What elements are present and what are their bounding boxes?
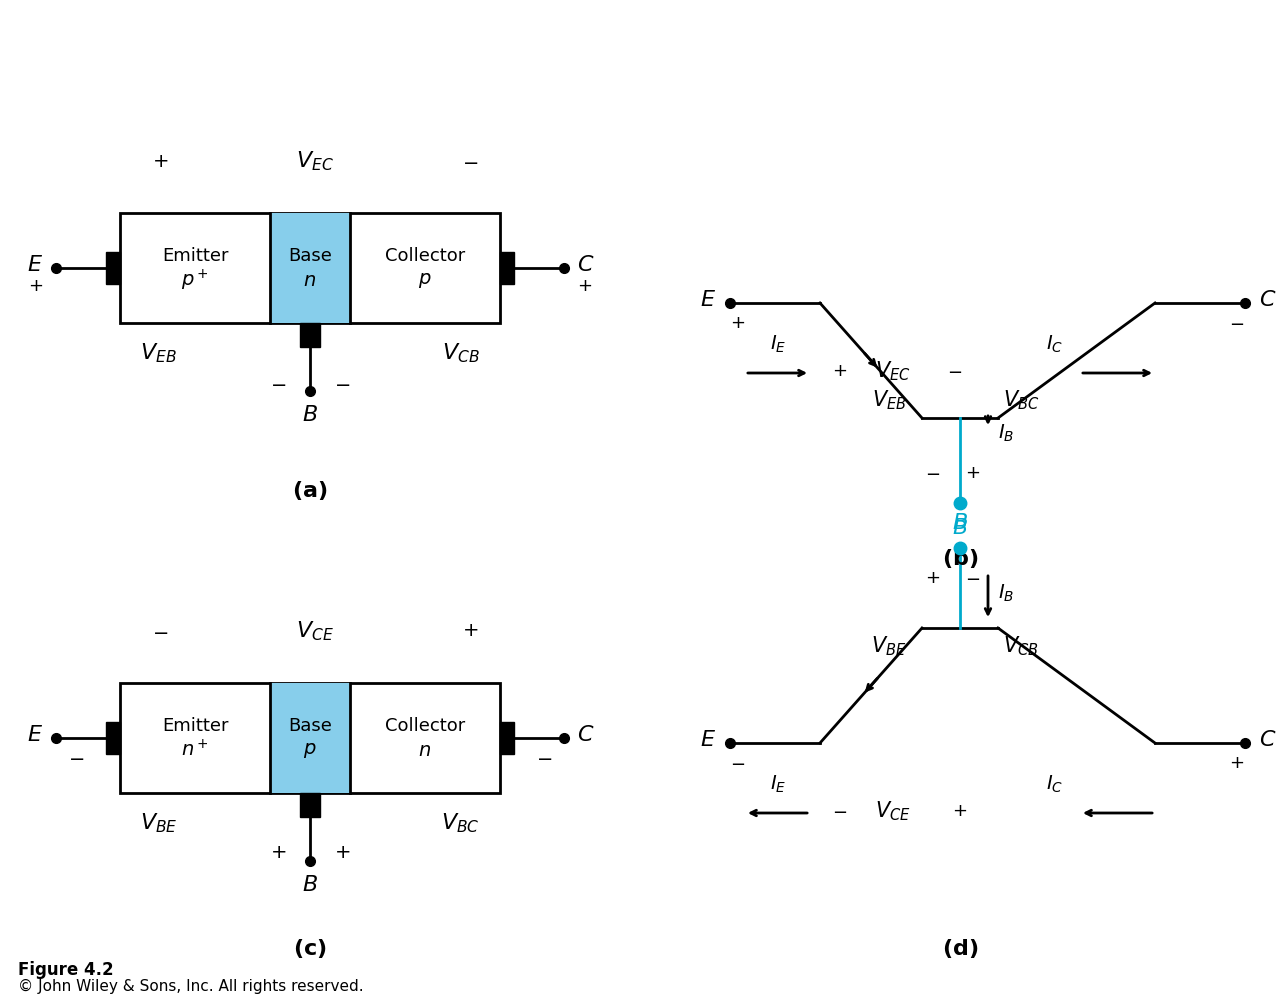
Bar	[106, 252, 120, 284]
Text: $+$: $+$	[152, 152, 168, 171]
Text: $V_{CE}$: $V_{CE}$	[296, 619, 334, 643]
Text: Collector: Collector	[385, 247, 465, 265]
Text: $\bf{(a)}$: $\bf{(a)}$	[292, 478, 328, 502]
Bar	[300, 323, 320, 347]
Text: $-$: $-$	[68, 748, 84, 767]
Text: $V_{EC}$: $V_{EC}$	[876, 359, 910, 383]
Text: $E$: $E$	[27, 255, 44, 275]
Text: $p$: $p$	[419, 270, 431, 289]
Text: $+$: $+$	[832, 362, 847, 380]
Bar	[106, 722, 120, 754]
Text: $I_C$: $I_C$	[1046, 773, 1064, 795]
Text: $V_{CB}$: $V_{CB}$	[1004, 634, 1038, 658]
Text: $-$: $-$	[925, 464, 940, 482]
Text: $C$: $C$	[577, 255, 594, 275]
Text: $+$: $+$	[270, 843, 287, 862]
Text: $-$: $-$	[152, 622, 168, 641]
Text: $V_{BC}$: $V_{BC}$	[442, 811, 480, 834]
Text: $\bf{(c)}$: $\bf{(c)}$	[293, 936, 326, 959]
Text: $n$: $n$	[419, 741, 431, 759]
Text: $E$: $E$	[27, 725, 44, 745]
Text: $+$: $+$	[334, 843, 351, 862]
Bar	[270, 683, 349, 793]
Bar	[120, 213, 500, 323]
Text: $-$: $-$	[462, 152, 479, 171]
Text: $+$: $+$	[462, 622, 479, 641]
Text: $-$: $-$	[731, 754, 745, 772]
Text: $V_{CE}$: $V_{CE}$	[876, 799, 910, 822]
Text: Base: Base	[288, 247, 332, 265]
Text: $V_{EC}$: $V_{EC}$	[296, 149, 334, 173]
Text: $I_B$: $I_B$	[998, 422, 1014, 444]
Bar	[270, 213, 349, 323]
Text: $E$: $E$	[700, 290, 716, 310]
Text: Emitter: Emitter	[161, 247, 228, 265]
Text: $E$: $E$	[700, 730, 716, 750]
Text: $+$: $+$	[577, 277, 593, 295]
Text: $V_{EB}$: $V_{EB}$	[873, 388, 908, 412]
Text: $+$: $+$	[952, 802, 968, 820]
Text: $B$: $B$	[952, 518, 968, 538]
Text: $p^+$: $p^+$	[180, 267, 209, 292]
Text: $n$: $n$	[303, 270, 316, 289]
Text: $-$: $-$	[965, 569, 980, 587]
Text: $C$: $C$	[1260, 290, 1276, 310]
Text: $-$: $-$	[334, 373, 351, 392]
Text: $p$: $p$	[303, 741, 316, 759]
Text: $n^+$: $n^+$	[180, 740, 209, 760]
Text: © John Wiley & Sons, Inc. All rights reserved.: © John Wiley & Sons, Inc. All rights res…	[18, 978, 364, 993]
Text: $V_{CB}$: $V_{CB}$	[442, 341, 480, 365]
Text: $-$: $-$	[1229, 314, 1244, 332]
Text: $-$: $-$	[832, 802, 847, 820]
Text: $-$: $-$	[270, 373, 287, 392]
Text: Figure 4.2: Figure 4.2	[18, 961, 114, 979]
Text: Collector: Collector	[385, 717, 465, 735]
Text: $I_B$: $I_B$	[998, 583, 1014, 604]
Text: Emitter: Emitter	[161, 717, 228, 735]
Text: $-$: $-$	[947, 362, 963, 380]
Text: Base: Base	[288, 717, 332, 735]
Text: $+$: $+$	[965, 464, 980, 482]
Text: $-$: $-$	[536, 748, 552, 767]
Bar	[300, 793, 320, 817]
Text: $V_{BE}$: $V_{BE}$	[140, 811, 178, 834]
Text: $+$: $+$	[925, 569, 940, 587]
Text: $V_{BC}$: $V_{BC}$	[1004, 388, 1039, 412]
Text: $\bf{(b)}$: $\bf{(b)}$	[942, 547, 978, 570]
Text: $C$: $C$	[1260, 730, 1276, 750]
Text: $\bf{(d)}$: $\bf{(d)}$	[942, 936, 978, 959]
Bar	[120, 683, 500, 793]
Text: $+$: $+$	[1229, 754, 1244, 772]
Text: $I_C$: $I_C$	[1046, 333, 1064, 355]
Text: $C$: $C$	[577, 725, 594, 745]
Bar	[500, 252, 515, 284]
Text: $B$: $B$	[952, 513, 968, 533]
Text: $V_{BE}$: $V_{BE}$	[872, 634, 908, 658]
Text: $+$: $+$	[731, 314, 745, 332]
Text: $+$: $+$	[28, 277, 44, 295]
Text: $V_{EB}$: $V_{EB}$	[140, 341, 177, 365]
Text: $I_E$: $I_E$	[769, 773, 786, 795]
Text: $I_E$: $I_E$	[769, 333, 786, 355]
Bar	[500, 722, 515, 754]
Text: $B$: $B$	[302, 405, 317, 425]
Text: $B$: $B$	[302, 875, 317, 895]
